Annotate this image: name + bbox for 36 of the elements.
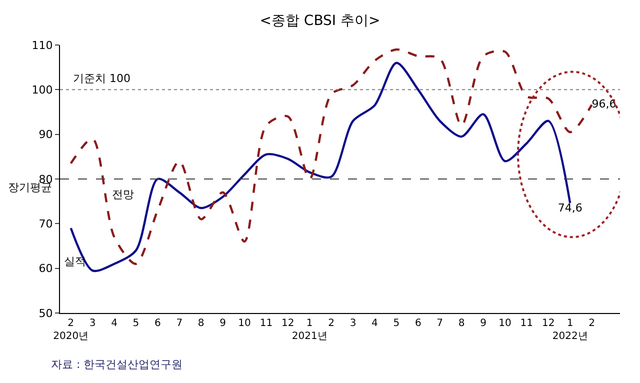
x-tick-label: 3 xyxy=(89,318,96,329)
data-label: 74,6 xyxy=(558,201,582,214)
x-tick-label: 2 xyxy=(588,318,595,329)
series-label: 실적 xyxy=(64,255,86,268)
x-tick-label: 11 xyxy=(260,318,273,329)
x-tick-label: 9 xyxy=(220,318,226,329)
x-tick-label: 7 xyxy=(176,318,183,329)
x-tick-label: 2 2020년 xyxy=(53,318,89,342)
x-tick-label: 4 xyxy=(372,318,378,329)
x-tick-label: 8 xyxy=(458,318,465,329)
x-tick-label: 3 xyxy=(350,318,356,329)
y-tick-label: 70 xyxy=(38,218,53,231)
y-tick-label: 110 xyxy=(32,38,53,52)
x-tick-label: 10 xyxy=(498,318,512,329)
data-label: 96,6 xyxy=(592,98,616,111)
x-tick-label: 11 xyxy=(520,318,534,329)
series-label: 전망 xyxy=(112,188,134,201)
x-tick-label: 5 xyxy=(393,318,400,329)
y-tick-label: 100 xyxy=(32,84,53,97)
x-tick-label: 12 xyxy=(542,318,555,329)
x-tick-label: 10 xyxy=(238,318,251,329)
chart-title: <종합 CBSI 추이> xyxy=(260,13,380,30)
text: 자료 : 한국건설산업연구원 xyxy=(51,358,183,371)
y-tick-label: 50 xyxy=(38,306,53,320)
ref-line-label: 기준치 100 xyxy=(73,72,130,85)
x-tick-label: 12 xyxy=(282,318,294,329)
x-tick-label: 4 xyxy=(111,318,118,329)
x-tick-label: 9 xyxy=(480,318,486,329)
x-tick-label: 2 xyxy=(328,318,335,329)
x-tick-label: 8 xyxy=(198,318,204,329)
y-tick-label: 90 xyxy=(38,128,53,142)
y-tick-label: 60 xyxy=(38,262,53,276)
x-tick-label: 6 xyxy=(414,318,422,329)
x-tick-label: 7 xyxy=(436,318,444,329)
x-tick-label: 5 xyxy=(132,318,140,329)
x-tick-label: 6 xyxy=(154,318,161,329)
